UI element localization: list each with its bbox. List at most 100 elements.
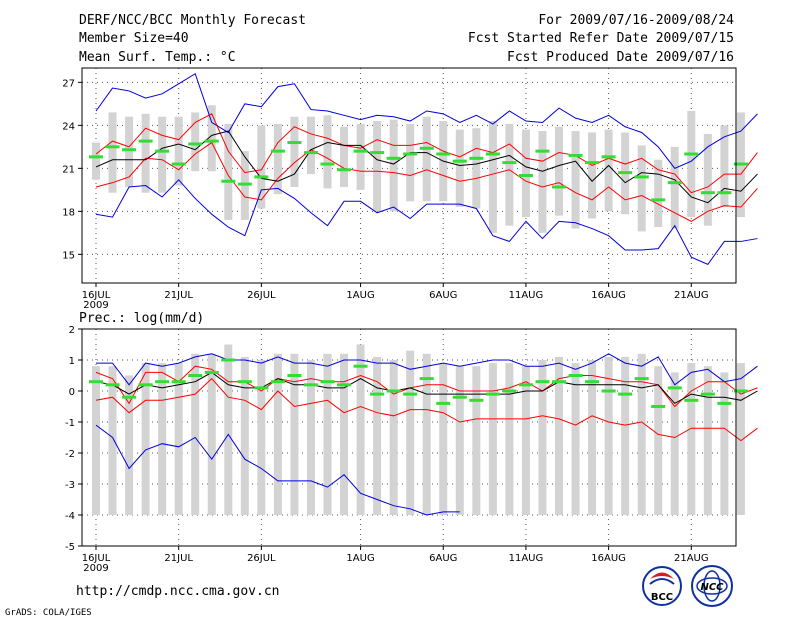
median-marker (684, 152, 699, 156)
y-tick-label: -4 (65, 511, 75, 522)
x-tick-label: 26JUL (247, 290, 276, 301)
median-marker (204, 370, 219, 374)
spread-bar (555, 126, 564, 216)
median-marker (469, 398, 484, 402)
x-tick-label: 21JUL (164, 553, 193, 564)
median-marker (237, 380, 252, 384)
spread-bar (191, 112, 200, 172)
y-tick-label: 1 (69, 356, 75, 367)
spread-bar (306, 360, 315, 515)
x-tick-label: 21AUG (674, 553, 709, 564)
x-tick-label: 11AUG (509, 553, 544, 564)
spread-bar (538, 131, 547, 233)
x-tick-label: 6AUG (429, 290, 457, 301)
median-marker (270, 149, 285, 153)
spread-bar (340, 126, 349, 187)
spread-bar (455, 129, 464, 208)
spread-bar (290, 116, 299, 187)
spread-bar (92, 366, 100, 515)
spread-bar (637, 353, 646, 515)
median-marker (386, 156, 401, 160)
spread-bar (174, 363, 183, 515)
spread-bar (472, 128, 481, 209)
plot-frame (81, 328, 737, 547)
spread-bar (207, 353, 216, 515)
y-tick-label: 24 (62, 121, 75, 132)
median-marker (502, 389, 517, 393)
spread-bar (703, 366, 712, 515)
median-marker (138, 383, 153, 387)
median-marker (618, 392, 633, 396)
median-marker (403, 152, 418, 156)
x-tick-label: 6AUG (429, 553, 457, 564)
median-marker (452, 159, 467, 163)
spread-bar (224, 123, 233, 220)
median-marker (337, 383, 352, 387)
x-tick-label: 16JUL (82, 290, 111, 301)
spread-bar (108, 366, 117, 515)
spread-bar (323, 353, 332, 515)
spread-bar (720, 372, 729, 515)
median-marker (518, 174, 533, 177)
member-size: Member Size=40 (79, 31, 189, 46)
spread-bar (273, 123, 282, 195)
spread-bar (670, 146, 679, 229)
spread-bar (356, 344, 365, 515)
forecast-started-date: Fcst Started Refer Date 2009/07/15 (468, 31, 734, 46)
median-marker (667, 181, 682, 185)
spread-bar (439, 363, 448, 515)
spread-bar (191, 353, 200, 515)
median-marker (634, 377, 649, 381)
median-marker (485, 152, 500, 156)
spread-bar (406, 123, 415, 202)
y-tick-label: 0 (69, 387, 75, 398)
median-marker (171, 162, 186, 166)
spread-bar (604, 129, 613, 212)
upper-outer-line (96, 353, 758, 386)
median-marker (419, 377, 434, 381)
median-marker (502, 161, 517, 165)
median-marker (733, 162, 748, 166)
spread-bar (571, 131, 580, 229)
spread-bar (637, 145, 646, 232)
spread-bar (224, 344, 233, 515)
spread-bar (158, 363, 167, 515)
median-marker (89, 155, 103, 159)
x-tick-label: 16AUG (591, 553, 626, 564)
median-marker (601, 155, 616, 159)
source-url[interactable]: http://cmdp.ncc.cma.gov.cn (76, 584, 280, 599)
spread-bar (373, 356, 382, 515)
median-marker (651, 405, 666, 408)
median-marker (585, 380, 600, 384)
median-marker (337, 168, 352, 172)
x-tick-label: 21JUL (164, 290, 193, 301)
mean-line (95, 371, 758, 405)
median-marker (452, 395, 467, 399)
ncc-logo-text: NCC (700, 582, 724, 593)
spread-bar (389, 360, 398, 515)
spread-bar (240, 356, 249, 515)
spread-bar (488, 363, 497, 515)
y-tick-label: 18 (62, 207, 75, 218)
upper-inner-line (95, 113, 758, 194)
median-marker (138, 139, 153, 143)
x-tick-label: 21AUG (674, 290, 709, 301)
spread-bar (125, 116, 134, 187)
median-marker (535, 149, 550, 153)
x-tick-label: 16JUL (82, 553, 111, 564)
y-tick-label: 21 (62, 164, 75, 175)
y-tick-label: -1 (65, 418, 75, 429)
temperature-panel-title: Mean Surf. Temp.: °C (79, 50, 236, 65)
spread-bar (257, 125, 266, 209)
spread-bar (323, 115, 332, 189)
spread-bar (720, 125, 729, 208)
median-marker (370, 392, 385, 396)
spread-bar (108, 112, 117, 193)
median-marker (552, 185, 567, 189)
median-marker (700, 191, 715, 195)
y-tick-label: 2 (69, 325, 75, 336)
lower-outer-line (95, 424, 460, 516)
median-marker (188, 142, 203, 146)
median-marker (303, 151, 318, 155)
